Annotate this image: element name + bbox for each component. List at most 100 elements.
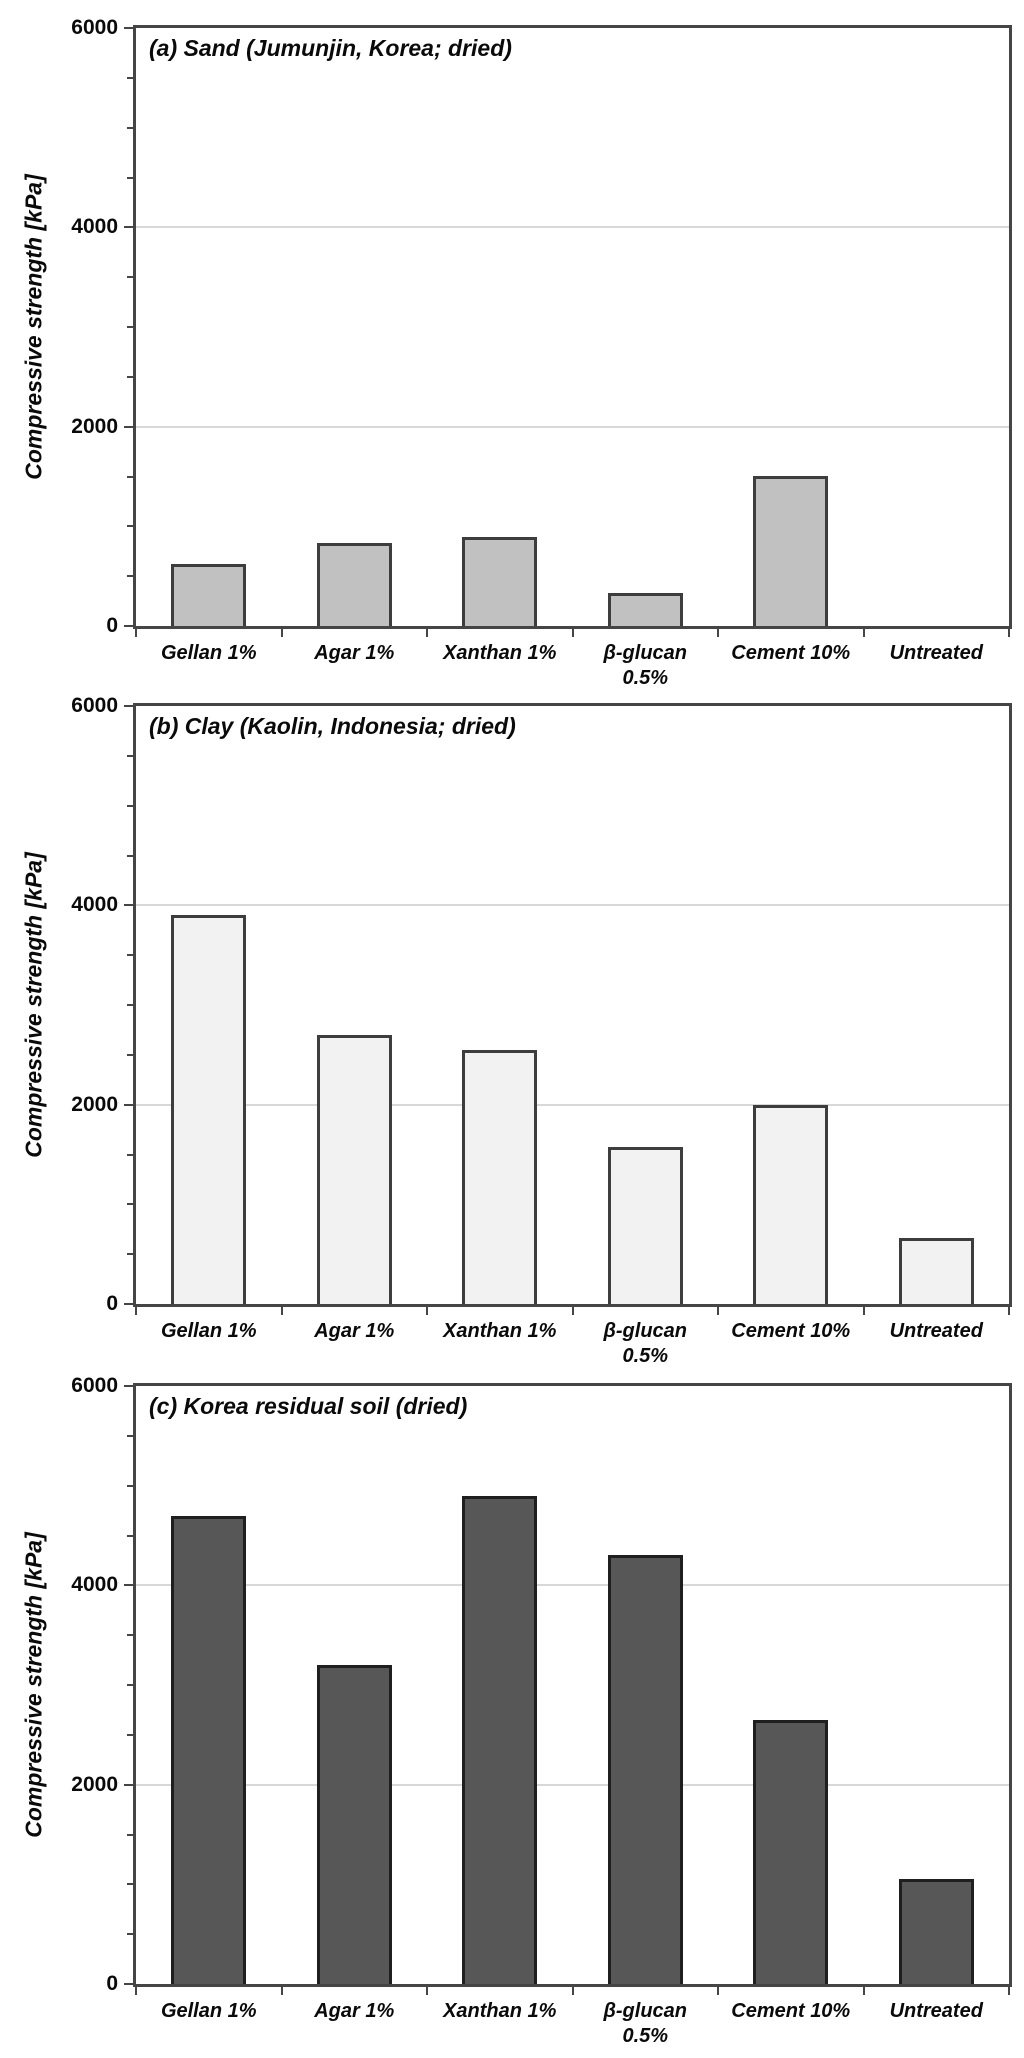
bar-Gellan-1% xyxy=(171,1516,247,1984)
bar-Gellan-1% xyxy=(171,564,247,626)
bar-Untreated xyxy=(898,1879,974,1984)
y-minor-tick xyxy=(127,575,133,578)
x-tick xyxy=(862,1987,865,1995)
plot-area-b: (b) Clay (Kaolin, Indonesia; dried) xyxy=(133,703,1012,1307)
y-minor-tick xyxy=(127,1733,133,1736)
x-category-label: Xanthan 1% xyxy=(443,1320,557,1342)
x-category-label: Cement 10% xyxy=(731,642,851,664)
bar-Gellan-1% xyxy=(171,915,247,1304)
gridline-2000 xyxy=(136,1783,1009,1786)
x-tick xyxy=(135,1987,137,1995)
x-tick xyxy=(426,1307,428,1315)
x-category-label: Xanthan 1% xyxy=(443,642,557,664)
x-tick xyxy=(717,1987,719,1995)
y-minor-tick xyxy=(127,276,133,279)
y-tick-label: 6000 xyxy=(71,1374,118,1397)
y-major-tick xyxy=(124,425,133,428)
y-minor-tick xyxy=(127,1004,133,1006)
x-category-label: β-glucan 0.5% xyxy=(603,642,688,689)
y-tick-label: 4000 xyxy=(71,215,118,239)
x-tick xyxy=(280,1987,283,1995)
x-tick xyxy=(1008,1987,1010,1995)
bar-Cement-10% xyxy=(753,476,829,626)
y-tick-label: 6000 xyxy=(71,694,118,717)
y-minor-tick xyxy=(127,754,133,757)
y-major-tick xyxy=(124,625,133,627)
bar-Untreated xyxy=(898,1238,974,1304)
y-minor-tick xyxy=(127,475,133,478)
y-minor-tick xyxy=(127,126,133,129)
x-category-label: Untreated xyxy=(889,2000,983,2022)
x-tick xyxy=(717,629,719,637)
x-tick xyxy=(135,629,137,637)
y-major-tick xyxy=(124,1303,133,1305)
bar-β-glucan-0.5% xyxy=(607,593,683,626)
y-minor-tick xyxy=(127,1684,133,1686)
bar-Xanthan-1% xyxy=(462,1496,538,1984)
plot-area-c: (c) Korea residual soil (dried) xyxy=(133,1383,1012,1987)
y-minor-tick xyxy=(127,1833,133,1836)
panel-title-a: (a) Sand (Jumunjin, Korea; dried) xyxy=(149,35,512,61)
chart-panel-c: Compressive strength [kPa] (c) Korea res… xyxy=(0,1372,1024,2058)
y-tick-label: 4000 xyxy=(71,1573,118,1597)
y-major-tick xyxy=(124,1783,133,1786)
y-major-tick xyxy=(124,226,133,229)
x-category-label: Agar 1% xyxy=(314,642,395,664)
y-tick-label: 0 xyxy=(106,1292,118,1315)
chart-panel-a: Compressive strength [kPa] (a) Sand (Jum… xyxy=(0,0,1024,689)
y-tick-label: 4000 xyxy=(71,893,118,917)
y-minor-tick xyxy=(127,326,133,328)
gridline-4000 xyxy=(136,226,1009,229)
x-category-label: Gellan 1% xyxy=(160,642,257,664)
bar-β-glucan-0.5% xyxy=(607,1555,683,1984)
x-category-label: Untreated xyxy=(889,642,983,664)
x-category-label: β-glucan 0.5% xyxy=(603,2000,688,2047)
y-minor-tick xyxy=(127,1153,133,1156)
y-tick-label: 2000 xyxy=(71,1092,118,1116)
y-minor-tick xyxy=(127,1253,133,1256)
x-tick xyxy=(571,1987,574,1995)
y-minor-tick xyxy=(127,176,133,179)
y-minor-tick xyxy=(127,1534,133,1537)
bar-Agar-1% xyxy=(316,1035,392,1304)
y-minor-tick xyxy=(127,954,133,957)
x-tick xyxy=(1008,629,1010,637)
y-minor-tick xyxy=(127,1883,133,1886)
y-tick-label: 0 xyxy=(106,614,118,637)
bar-Agar-1% xyxy=(316,1665,392,1984)
x-category-label: Xanthan 1% xyxy=(443,2000,557,2022)
x-tick xyxy=(862,1307,865,1315)
y-minor-tick xyxy=(127,1203,133,1206)
y-tick-label: 2000 xyxy=(71,414,118,438)
y-minor-tick xyxy=(127,1484,133,1487)
chart-panel-b: Compressive strength [kPa] (b) Clay (Kao… xyxy=(0,686,1024,1372)
bar-Cement-10% xyxy=(753,1105,829,1304)
x-tick xyxy=(862,629,865,637)
x-category-label: Agar 1% xyxy=(314,2000,395,2022)
y-major-tick xyxy=(124,705,133,707)
bar-Xanthan-1% xyxy=(462,537,538,626)
gridline-4000 xyxy=(136,1584,1009,1587)
y-minor-tick xyxy=(127,1634,133,1637)
x-tick xyxy=(571,629,574,637)
panel-title-b: (b) Clay (Kaolin, Indonesia; dried) xyxy=(149,713,516,739)
x-category-label: Cement 10% xyxy=(731,1320,851,1342)
x-category-label: Cement 10% xyxy=(731,2000,851,2022)
bar-Agar-1% xyxy=(316,543,392,626)
y-major-tick xyxy=(124,27,133,29)
bar-Cement-10% xyxy=(753,1720,829,1984)
x-category-label: Gellan 1% xyxy=(160,1320,257,1342)
x-tick xyxy=(280,629,283,637)
y-tick-label: 2000 xyxy=(71,1772,118,1796)
x-category-label: β-glucan 0.5% xyxy=(603,1320,688,1367)
bar-Xanthan-1% xyxy=(462,1050,538,1304)
gridline-2000 xyxy=(136,425,1009,428)
x-category-label: Agar 1% xyxy=(314,1320,395,1342)
y-minor-tick xyxy=(127,854,133,857)
y-minor-tick xyxy=(127,525,133,528)
y-minor-tick xyxy=(127,1053,133,1056)
y-tick-label: 0 xyxy=(106,1972,118,1995)
y-major-tick xyxy=(124,1385,133,1387)
gridline-4000 xyxy=(136,904,1009,907)
